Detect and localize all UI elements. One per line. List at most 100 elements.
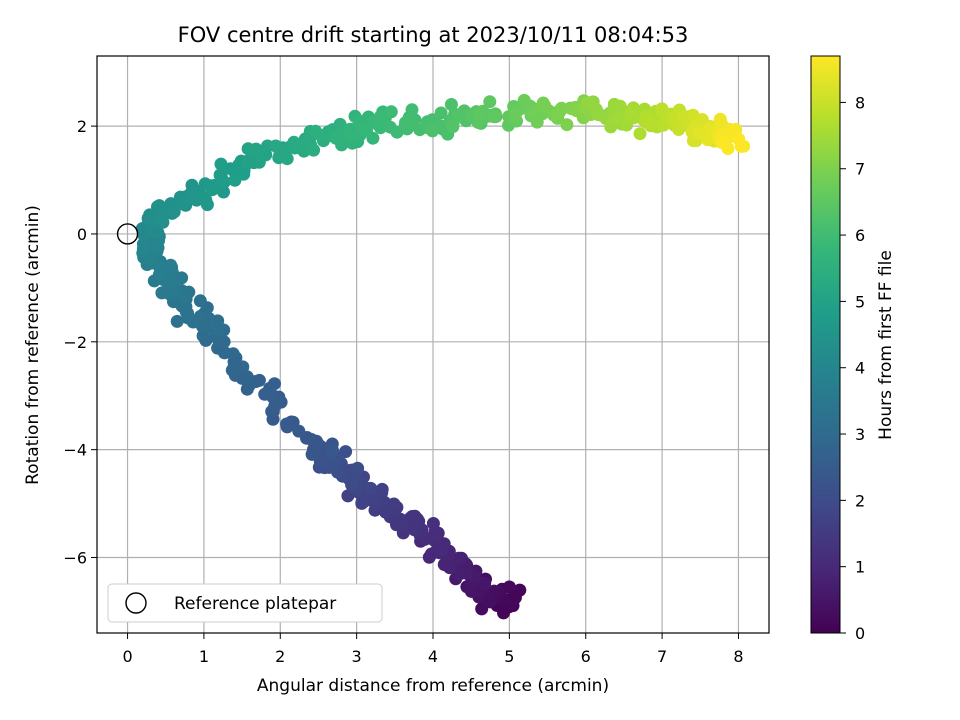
y-tick-label: 2 (77, 117, 87, 136)
y-tick-label: −2 (63, 333, 87, 352)
data-point (633, 127, 647, 141)
x-axis: 0 1 2 3 4 5 6 7 8 (122, 633, 744, 666)
x-tick-label: 3 (352, 647, 362, 666)
colorbar-ticks: 0 1 2 3 4 5 6 7 8 (840, 93, 865, 643)
data-point (193, 294, 207, 308)
data-point (374, 484, 388, 498)
data-point (185, 178, 199, 192)
data-point (240, 156, 254, 170)
data-point (624, 107, 638, 121)
data-point (478, 576, 492, 590)
data-point (355, 495, 369, 509)
reference-platepar-marker (116, 223, 139, 245)
colorbar-tick-label: 5 (855, 292, 865, 311)
data-point (488, 110, 502, 124)
data-point (581, 96, 595, 110)
data-point (251, 145, 265, 159)
legend-marker-icon (125, 592, 147, 614)
data-point (344, 129, 358, 143)
data-point (218, 346, 232, 360)
data-point (405, 510, 419, 523)
data-point (483, 595, 497, 609)
data-point (517, 93, 531, 107)
data-point (701, 133, 715, 147)
data-point (165, 273, 179, 287)
data-point (426, 517, 440, 530)
data-point (136, 242, 150, 256)
x-tick-label: 0 (122, 647, 132, 666)
data-point (437, 537, 451, 551)
reference-marker (116, 223, 139, 245)
data-point (360, 123, 373, 137)
legend-box (107, 583, 383, 623)
x-tick-label: 6 (581, 647, 591, 666)
colorbar-tick-label: 7 (855, 160, 865, 179)
data-point (240, 370, 254, 384)
data-point (713, 112, 727, 126)
data-point (644, 117, 658, 131)
data-point (269, 139, 283, 153)
data-point (268, 377, 281, 391)
data-point (452, 109, 465, 123)
data-point (424, 547, 438, 561)
data-point (156, 206, 169, 220)
y-axis-label: Rotation from reference (arcmin) (23, 205, 43, 485)
data-point (211, 314, 225, 328)
data-point (513, 583, 527, 597)
data-point (358, 114, 372, 127)
data-point (426, 124, 439, 138)
x-tick-label: 5 (504, 647, 514, 666)
data-point (290, 141, 304, 155)
data-point (155, 286, 169, 300)
data-point (374, 109, 388, 123)
data-point (434, 106, 448, 120)
data-point (149, 225, 163, 239)
data-point (717, 136, 731, 150)
legend: Reference platepar (107, 583, 383, 623)
data-point (170, 314, 184, 328)
data-point (483, 95, 497, 109)
data-point (473, 107, 487, 121)
data-point (305, 447, 319, 461)
x-axis-label: Angular distance from reference (arcmin) (257, 676, 609, 696)
chart-title: FOV centre drift starting at 2023/10/11 … (178, 23, 689, 47)
x-tick-label: 7 (657, 647, 667, 666)
data-point (405, 103, 419, 117)
data-point (429, 528, 443, 542)
data-point (280, 417, 294, 431)
data-point (384, 105, 398, 119)
data-point (167, 205, 181, 219)
data-point (527, 106, 541, 120)
data-points (135, 93, 751, 620)
data-point (205, 183, 219, 197)
data-point (364, 481, 378, 495)
data-point (732, 132, 746, 146)
data-point (409, 520, 423, 534)
y-tick-label: −4 (63, 441, 87, 460)
colorbar-tick-label: 3 (855, 425, 865, 444)
colorbar-tick-label: 8 (855, 93, 865, 112)
colorbar-tick-label: 2 (855, 491, 865, 510)
data-point (553, 105, 567, 119)
data-point (165, 260, 179, 274)
data-point (446, 120, 460, 134)
data-point (394, 517, 408, 531)
colorbar-tick-label: 6 (855, 226, 865, 245)
data-point (560, 118, 574, 132)
x-tick-label: 2 (275, 647, 285, 666)
data-point (143, 212, 157, 226)
data-point (217, 175, 231, 189)
x-tick-label: 4 (428, 647, 438, 666)
data-point (326, 443, 339, 457)
colorbar-tick-label: 4 (855, 359, 865, 378)
data-point (200, 198, 214, 212)
data-point (307, 143, 321, 157)
y-tick-label: 0 (77, 225, 87, 244)
colorbar-tick-label: 1 (855, 558, 865, 577)
data-point (228, 173, 242, 187)
data-point (351, 461, 365, 475)
x-tick-label: 1 (199, 647, 209, 666)
data-point (280, 152, 294, 166)
colorbar-label: Hours from first FF file (876, 250, 896, 440)
